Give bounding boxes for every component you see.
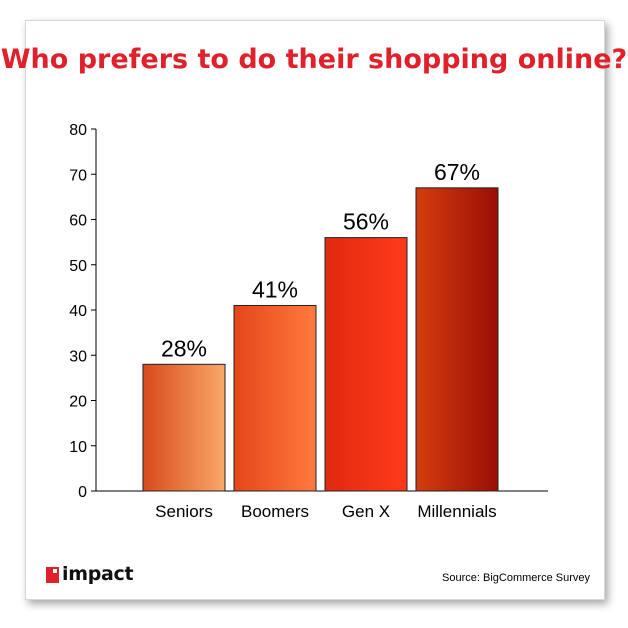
chart-title: Who prefers to do their shopping online?: [0, 44, 628, 75]
y-tick-label: 20: [69, 394, 87, 411]
y-tick-label: 0: [78, 484, 87, 501]
data-label: 67%: [434, 159, 480, 185]
y-tick-label: 70: [69, 167, 87, 184]
chart-labels: 28% Seniors 41% Boomers 56% Gen X 67% Millennia…: [155, 159, 497, 521]
x-tick-label: Millennials: [417, 502, 496, 521]
y-tick-label: 50: [69, 258, 87, 275]
chart-bars: [142, 187, 499, 492]
data-label: 56%: [343, 209, 389, 235]
impact-logo-icon: [46, 566, 59, 583]
brand-logo: impact: [46, 563, 134, 585]
y-tick-label: 30: [69, 348, 87, 365]
source-note: Source: BigCommerce Survey: [442, 572, 590, 584]
y-tick-label: 10: [69, 439, 87, 456]
x-tick-label: Boomers: [241, 502, 309, 521]
y-tick-label: 60: [69, 213, 87, 230]
bar-millennials: [415, 187, 499, 492]
x-tick-label: Seniors: [155, 502, 213, 521]
y-tick-label: 40: [69, 303, 87, 320]
y-tick-label: 80: [69, 122, 87, 139]
x-tick-label: Gen X: [342, 502, 390, 521]
data-label: 28%: [161, 335, 207, 361]
bar-seniors: [142, 363, 226, 492]
bar-boomers: [233, 304, 317, 492]
brand-name: impact: [62, 563, 134, 585]
bar-gen-x: [324, 237, 408, 492]
data-label: 41%: [252, 276, 298, 302]
